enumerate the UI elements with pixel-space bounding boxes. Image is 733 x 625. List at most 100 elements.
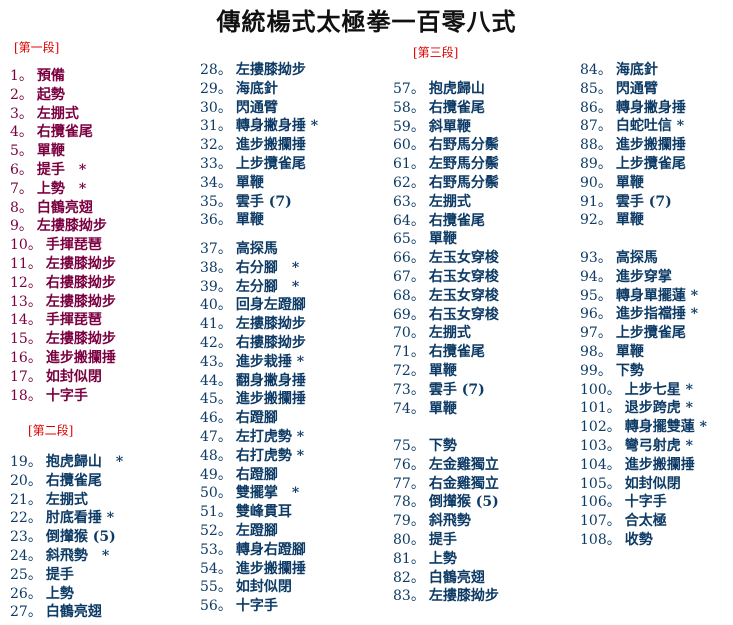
- form-number: 19。: [10, 454, 42, 470]
- form-number: 25。: [10, 566, 42, 583]
- form-name: 合太極: [624, 513, 667, 530]
- form-number: 15。: [10, 331, 42, 348]
- form-item: 29。 海底針: [200, 78, 278, 98]
- form-name: 左掤式: [36, 105, 79, 122]
- form-item: 18。 十字手: [10, 385, 88, 405]
- form-item: 5。 單鞭: [10, 140, 65, 160]
- form-number: 11。: [10, 256, 42, 272]
- form-item: 87。 白蛇吐信 *: [580, 115, 684, 135]
- form-item: 98。 單鞭: [580, 341, 644, 361]
- form-name: 右蹬腳: [235, 410, 278, 427]
- form-item: 88。 進步搬攔捶: [580, 134, 686, 154]
- form-number: 44。: [200, 372, 232, 389]
- form-name: 轉身擺雙蓮 *: [624, 419, 707, 436]
- form-name: 上步攬雀尾: [615, 156, 686, 172]
- form-name: 下勢: [615, 362, 644, 379]
- form-name: 單鞭: [235, 174, 264, 191]
- form-item: 105。 如封似閉: [580, 473, 681, 493]
- form-item: 66。 左玉女穿梭: [393, 247, 499, 267]
- form-number: 64。: [393, 212, 425, 229]
- form-number: 97。: [580, 325, 612, 342]
- form-name: 白蛇吐信 *: [615, 118, 685, 135]
- form-number: 33。: [200, 156, 232, 172]
- form-name: 斜單鞭: [428, 118, 471, 135]
- form-number: 83。: [393, 588, 425, 605]
- form-name: 右金雞獨立: [428, 475, 499, 492]
- form-item: 14。 手揮琵琶: [10, 309, 102, 329]
- form-item: 42。 右摟膝拗步: [200, 332, 306, 352]
- form-name: 右摟膝拗步: [235, 335, 306, 351]
- form-number: 18。: [10, 387, 42, 404]
- form-item: 45。 進步搬攔捶: [200, 388, 306, 408]
- form-name: 左摟膝拗步: [45, 293, 116, 310]
- form-name: 單鞭: [428, 400, 457, 417]
- form-name: 如封似閉: [624, 475, 681, 492]
- form-item: 100。 上步七星 *: [580, 379, 693, 399]
- form-number: 32。: [200, 137, 232, 154]
- form-number: 55。: [200, 579, 232, 596]
- form-item: 73。 雲手 (7): [393, 379, 485, 399]
- form-number: 20。: [10, 472, 42, 489]
- form-number: 49。: [200, 466, 232, 483]
- form-item: 104。 進步搬攔捶: [580, 454, 695, 474]
- form-number: 86。: [580, 99, 612, 116]
- form-name: 單鞭: [36, 143, 65, 160]
- form-name: 進步搬攔捶: [624, 456, 695, 473]
- form-number: 96。: [580, 306, 612, 323]
- form-item: 21。 左掤式: [10, 489, 88, 509]
- form-item: 95。 轉身單擺蓮 *: [580, 285, 698, 305]
- form-name: 左摟膝拗步: [45, 331, 116, 348]
- form-number: 57。: [393, 81, 425, 97]
- form-item: 3。 左掤式: [10, 103, 79, 123]
- form-item: 94。 進步穿掌: [580, 266, 672, 286]
- form-number: 80。: [393, 532, 425, 548]
- form-item: 38。 右分腳 *: [200, 257, 299, 277]
- form-item: 17。 如封似閉: [10, 366, 102, 386]
- form-item: 43。 進步栽捶 *: [200, 351, 304, 371]
- form-item: 49。 右蹬腳: [200, 464, 278, 484]
- form-name: 提手: [45, 566, 74, 583]
- form-name: 高探馬: [235, 241, 278, 257]
- form-number: 70。: [393, 325, 425, 342]
- form-number: 59。: [393, 118, 425, 135]
- form-item: 97。 上步攬雀尾: [580, 322, 686, 342]
- form-number: 71。: [393, 344, 425, 361]
- form-number: 89。: [580, 156, 612, 172]
- form-number: 69。: [393, 306, 425, 323]
- form-number: 98。: [580, 344, 612, 360]
- form-number: 108。: [580, 532, 621, 548]
- form-name: 高探馬: [615, 250, 658, 266]
- form-name: 雙擺掌 *: [235, 485, 300, 502]
- form-number: 42。: [200, 335, 232, 351]
- form-number: 84。: [580, 62, 612, 78]
- form-item: 64。 右攬雀尾: [393, 210, 485, 230]
- form-item: 15。 左摟膝拗步: [10, 328, 116, 348]
- form-item: 86。 轉身撇身捶: [580, 97, 686, 117]
- form-number: 68。: [393, 287, 425, 304]
- form-item: 106。 十字手: [580, 491, 667, 511]
- form-number: 34。: [200, 174, 232, 191]
- form-number: 91。: [580, 193, 612, 210]
- form-name: 倒攆猴 (5): [428, 494, 499, 511]
- form-item: 70。 左掤式: [393, 322, 471, 342]
- form-item: 91。 雲手 (7): [580, 191, 672, 211]
- form-item: 46。 右蹬腳: [200, 407, 278, 427]
- form-number: 100。: [580, 381, 621, 398]
- form-name: 左摟膝拗步: [36, 218, 107, 235]
- form-number: 26。: [10, 585, 42, 602]
- form-name: 進步搬攔捶: [615, 137, 686, 154]
- form-name: 手揮琵琶: [45, 237, 102, 254]
- form-name: 左掤式: [428, 325, 471, 342]
- form-item: 30。 閃通臂: [200, 97, 278, 117]
- form-name: 閃通臂: [235, 99, 278, 116]
- form-name: 斜飛勢 *: [45, 548, 110, 564]
- form-item: 47。 左打虎勢 *: [200, 426, 304, 446]
- form-item: 61。 左野馬分鬃: [393, 153, 499, 173]
- form-name: 左摟膝拗步: [235, 62, 306, 78]
- form-name: 白鶴亮翅: [36, 199, 93, 216]
- form-number: 48。: [200, 447, 232, 464]
- form-item: 51。 雙峰貫耳: [200, 501, 292, 521]
- form-number: 82。: [393, 569, 425, 586]
- form-number: 76。: [393, 456, 425, 473]
